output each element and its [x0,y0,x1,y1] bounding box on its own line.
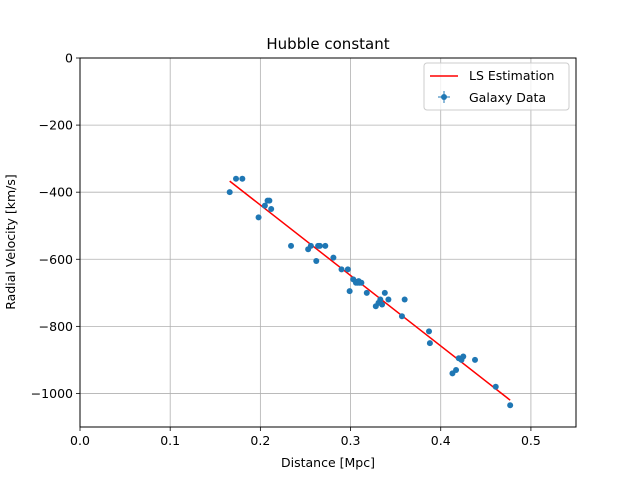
galaxy-data-point [233,175,240,182]
galaxy-data-point [288,242,295,249]
galaxy-data-point [330,254,337,261]
y-axis-label: Radial Velocity [km/s] [3,174,18,310]
legend-data-marker [438,91,450,103]
galaxy-data-point [316,242,323,249]
galaxy-data-point [492,383,499,390]
y-tick-label: −600 [39,252,73,267]
legend-box [423,62,570,111]
y-tick-label: −400 [39,185,73,200]
galaxy-data-point [255,214,262,221]
galaxy-data-point [344,266,351,273]
galaxy-data-point [338,266,345,273]
galaxy-data-point [307,242,314,249]
galaxy-data-point [507,402,514,409]
galaxy-data-point [322,242,329,249]
legend-fit-label: LS Estimation [469,68,554,83]
y-tick-label: −800 [39,319,73,334]
galaxy-data-point [398,313,405,320]
x-axis-ticks: 0.0 0.1 0.2 0.3 0.4 0.5 [70,427,541,448]
y-axis-ticks: 0 −200 −400 −600 −800 −1000 [31,51,80,401]
galaxy-data-point [358,279,365,286]
galaxy-data-point [381,289,388,296]
galaxy-data-point [226,189,233,196]
galaxy-data-point [453,366,460,373]
x-tick-label: 0.1 [160,433,180,448]
y-tick-label: 0 [65,51,73,66]
galaxy-data-point [377,296,384,303]
galaxy-data-point [261,202,268,209]
x-tick-label: 0.2 [250,433,270,448]
ls-estimation-line [229,180,511,401]
galaxy-data-point [471,356,478,363]
galaxy-data-point [385,296,392,303]
y-tick-label: −200 [39,118,73,133]
galaxy-data-point [379,301,386,308]
galaxy-data-point [363,289,370,296]
galaxy-data-point [460,353,467,360]
galaxy-data-point [401,296,408,303]
legend: LS Estimation Galaxy Data [423,62,570,111]
x-axis-label: Distance [Mpc] [281,455,375,470]
galaxy-data-point [426,340,433,347]
x-tick-label: 0.4 [431,433,451,448]
x-tick-label: 0.3 [341,433,361,448]
galaxy-data-point [266,197,273,204]
y-tick-label: −1000 [31,386,73,401]
galaxy-data-point [268,205,275,212]
galaxy-data-point [313,257,320,264]
plot-frame [79,57,577,428]
galaxy-data-point [346,288,353,295]
grid [79,57,576,427]
data-points [226,175,514,409]
x-tick-label: 0.0 [70,433,90,448]
galaxy-data-point [239,175,246,182]
fit-line-layer [229,180,511,401]
legend-data-label: Galaxy Data [469,90,546,105]
x-tick-label: 0.5 [521,433,541,448]
galaxy-data-point [426,328,433,335]
chart-title: Hubble constant [266,35,389,53]
